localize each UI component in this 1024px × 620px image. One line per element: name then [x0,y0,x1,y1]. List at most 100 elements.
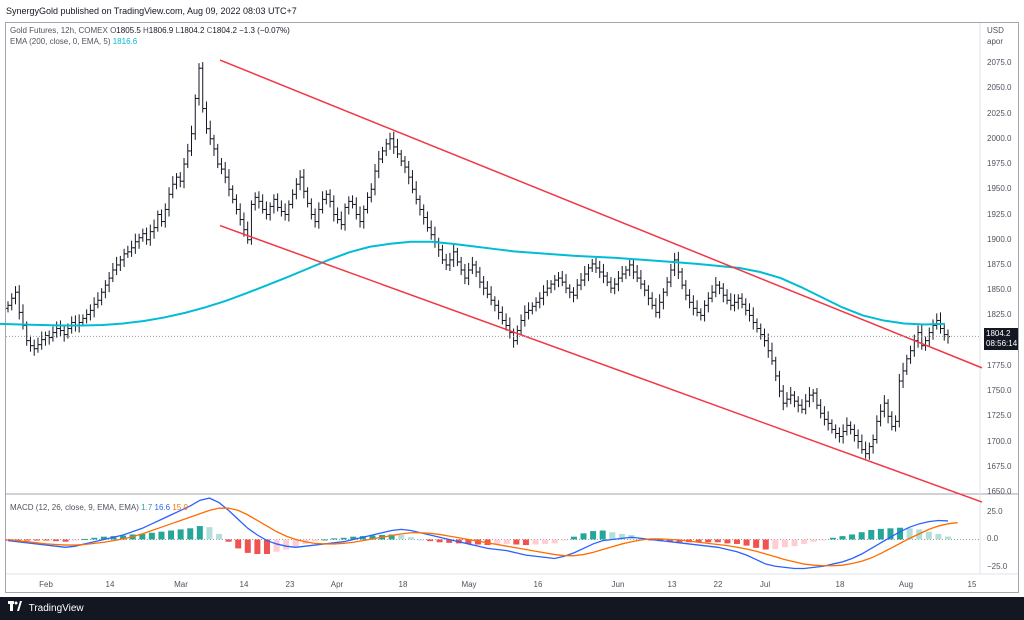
brand-name[interactable]: TradingView [28,603,84,615]
price-tick-label: 1875.0 [987,259,1012,269]
macd-histogram-bar [820,539,827,541]
ohlc-l-value: 1804.2 [179,26,207,35]
price-tick-label: 2050.0 [987,83,1012,93]
ohlc-h: H [143,26,149,35]
macd-histogram-bar [331,538,338,540]
ema-line [0,240,946,327]
macd-histogram-bar [906,528,913,540]
macd-histogram-bar [762,539,769,550]
macd-histogram-bar [839,536,846,540]
time-tick-label: 18 [398,580,408,589]
time-tick-label: Mar [174,580,188,589]
macd-histogram-bar [791,539,798,547]
macd-histogram-bar [666,539,673,542]
time-tick-label: Jun [611,580,625,589]
ohlc-l: L [175,26,180,35]
tradingview-logo-icon[interactable] [8,597,22,620]
macd-histogram-bar [187,528,194,540]
ohlc-o-value: 1805.5 [116,26,143,35]
macd-histogram-bar [398,535,405,540]
macd-tick-label: 25.0 [987,506,1003,516]
change-value: −1.3 (−0.07%) [239,26,290,35]
price-tick-label: 2000.0 [987,133,1012,143]
time-tick-label: 18 [835,580,845,589]
time-tick-label: May [461,580,477,589]
ohlc-h-value: 1806.9 [148,26,176,35]
time-tick-label: 13 [667,580,677,589]
macd-histogram-bar [743,539,750,546]
unit-label[interactable]: apor [987,37,1004,46]
ema-label[interactable]: EMA (200, close, 0, EMA, 5) [10,37,111,46]
macd-histogram-bar [561,539,568,541]
price-tick-label: 2025.0 [987,108,1012,118]
ema-value: 1816.6 [112,37,138,46]
price-tick-label: 1825.0 [987,310,1012,320]
price-tick-label: 1725.0 [987,411,1012,421]
macd-histogram-bar [273,539,280,552]
macd-histogram-bar [868,529,875,540]
macd-histogram-bar [695,539,702,543]
macd-histogram-bar [714,539,721,543]
time-tick-label: Feb [39,580,53,589]
macd-histogram-bar [206,527,213,540]
macd-histogram-bar [283,539,290,550]
macd-histogram-bar [829,537,836,540]
macd-histogram-bar [733,539,740,544]
macd-histogram-bar [618,533,625,540]
macd-histogram-bar [72,539,79,541]
macd-histogram-bar [810,539,817,542]
macd-histogram-bar [494,539,501,545]
macd-histogram-bar [321,539,328,541]
macd-histogram-bar [24,539,31,541]
macd-histogram-bar [877,528,884,540]
macd-signal-line [7,507,958,567]
brand-bar: TradingView [0,597,1024,620]
price-tick-label: 1775.0 [987,360,1012,370]
price-tick-label: 1950.0 [987,184,1012,194]
macd-histogram-bar [609,532,616,540]
macd-histogram-bar [945,536,951,540]
macd-histogram-bar [446,539,453,543]
macd-histogram-bar [52,539,59,542]
macd-histogram-bar [753,539,760,548]
macd-histogram-bar [436,539,443,543]
macd-histogram-bar [120,535,127,540]
macd-histogram-bar [599,530,606,540]
macd-histogram-bar [292,539,299,548]
currency-label[interactable]: USD [987,26,1004,35]
time-tick-label: 16 [533,580,543,589]
time-tick-label: 15 [967,580,977,589]
macd-histogram-bar [849,534,856,540]
macd-histogram-bar [781,539,788,548]
time-tick-label: 14 [239,580,249,589]
macd-histogram-bar [177,529,184,540]
macd-histogram-bar [196,526,203,540]
macd-tick-label: 0.0 [987,534,999,544]
macd-histogram-bar [81,538,88,540]
price-tick-label: 1750.0 [987,386,1012,396]
macd-histogram-bar [62,539,69,542]
macd-label[interactable]: MACD (12, 26, close, 9, EMA, EMA) [10,503,139,512]
macd-signal-value: 15.0 [172,503,188,512]
time-tick-label: 23 [285,580,295,589]
published-text: SynergyGold published on TradingView.com… [6,6,297,16]
macd-histogram-bar [475,539,481,545]
macd-histogram-bar [244,539,251,553]
macd-histogram-bar [388,534,395,540]
price-tick-label: 1700.0 [987,436,1012,446]
macd-histogram-bar [139,533,146,540]
price-tick-label: 1975.0 [987,159,1012,169]
macd-histogram-bar [350,536,357,540]
symbol-name[interactable]: Gold Futures, 12h, COMEX [10,26,108,35]
macd-histogram-bar [225,539,232,542]
macd-histogram-bar [254,539,261,554]
last-price-tag: 1804.2 08:56:14 [984,328,1018,350]
time-tick-label: Jul [759,580,771,589]
time-tick-label: Aug [898,580,914,589]
ohlc-o: O [110,26,117,35]
macd-histogram-bar [858,532,865,540]
symbol-legend: Gold Futures, 12h, COMEX O1805.5 H1806.9… [10,26,290,35]
chart-frame[interactable] [5,22,1019,593]
macd-histogram-bar [311,539,318,542]
